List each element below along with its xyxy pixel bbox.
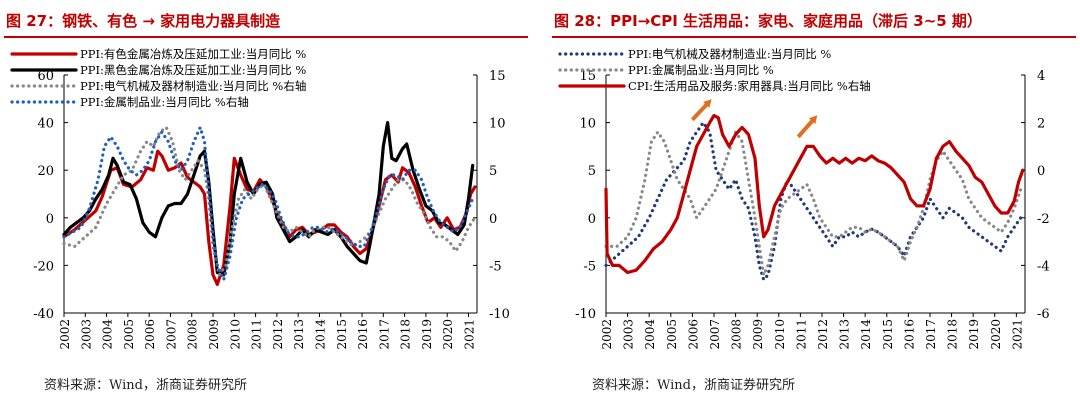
x-tick-label: 2005 [665, 319, 679, 350]
right-tick-label: 0 [489, 212, 497, 227]
x-tick-label: 2004 [101, 319, 115, 350]
annotation-arrow-shaft [796, 118, 815, 139]
chart-right: -10 -5 0 5 10 15 -6 -4 -2 0 2 4 2002 2003 2004 2005 2006… [558, 47, 1050, 350]
arrow-up-right-icon [808, 115, 818, 125]
left-tick-label: 20 [37, 164, 54, 179]
x-tick-label: 2005 [122, 319, 136, 350]
series-line-2 [604, 113, 1025, 275]
source-note: 资料来源：Wind，浙商证券研究所 [44, 378, 247, 393]
x-tick-label: 2016 [356, 319, 370, 350]
x-tick-label: 2009 [207, 319, 221, 350]
x-tick-label: 2014 [859, 319, 873, 350]
left-tick-label: 40 [37, 117, 54, 132]
x-tick-label: 2010 [773, 319, 787, 350]
chart-title: 图 27：钢铁、有色 → 家用电力器具制造 [6, 12, 281, 30]
legend-label-0: PPI:有色金属冶炼及压延加工业:当月同比 % [80, 47, 306, 61]
right-tick-label: -6 [1037, 307, 1050, 322]
right-tick-label: -2 [1037, 212, 1050, 227]
x-tick-label: 2004 [643, 319, 657, 350]
left-tick-label: 15 [579, 69, 596, 84]
x-tick-label: 2006 [686, 319, 700, 350]
x-tick-label: 2006 [143, 319, 157, 350]
legend-label-2: CPI:生活用品及服务:家用器具:当月同比 %右轴 [628, 79, 871, 93]
x-tick-label: 2003 [622, 319, 636, 350]
x-tick-label: 2017 [924, 319, 938, 350]
chart-panel-left: 图 27：钢铁、有色 → 家用电力器具制造 -40 -20 0 20 40 60 -10 -5… [0, 0, 532, 403]
x-tick-label: 2019 [420, 319, 434, 350]
series-line-1 [62, 121, 475, 277]
right-tick-label: -4 [1037, 259, 1050, 274]
left-tick-label: 5 [588, 164, 596, 179]
right-tick-label: 10 [489, 117, 506, 132]
legend-label-2: PPI:电气机械及器材制造业:当月同比 %右轴 [80, 79, 306, 93]
left-tick-label: -10 [575, 307, 596, 322]
x-tick-label: 2011 [250, 319, 264, 350]
left-tick-label: 0 [46, 212, 54, 227]
x-tick-label: 2008 [730, 319, 744, 350]
left-tick-label: 60 [37, 69, 54, 84]
legend-label-1: PPI:金属制品业:当月同比 % [628, 63, 774, 77]
x-tick-label: 2014 [313, 319, 327, 350]
x-tick-label: 2016 [902, 319, 916, 350]
chart-title: 图 28：PPI→CPI 生活用品：家电、家庭用品（滞后 3~5 期） [554, 12, 982, 30]
left-tick-label: 10 [579, 117, 596, 132]
x-tick-label: 2020 [441, 319, 455, 350]
x-tick-label: 2017 [377, 319, 391, 350]
x-tick-label: 2018 [946, 319, 960, 350]
right-tick-label: 0 [1037, 164, 1045, 179]
left-tick-label: 0 [588, 212, 596, 227]
chart-left: -40 -20 0 20 40 60 -10 -5 0 5 10 15 2002 2003 2004 2005… [10, 47, 510, 350]
x-tick-label: 2012 [271, 319, 285, 350]
series-line-3 [62, 125, 475, 282]
legend-label-1: PPI:黑色金属冶炼及压延加工业:当月同比 % [80, 63, 306, 77]
x-tick-label: 2019 [967, 319, 981, 350]
x-tick-label: 2018 [399, 319, 413, 350]
title-rule [4, 36, 528, 38]
left-tick-label: -40 [33, 307, 54, 322]
x-tick-label: 2021 [462, 319, 476, 350]
source-note: 资料来源：Wind，浙商证券研究所 [592, 378, 795, 393]
title-rule [552, 36, 1076, 38]
annotation-arrow-shaft [690, 102, 709, 122]
series-line-2 [62, 125, 477, 277]
right-tick-label: 4 [1037, 69, 1045, 84]
x-tick-label: 2002 [600, 319, 614, 350]
x-tick-label: 2021 [1010, 319, 1024, 350]
x-tick-label: 2013 [838, 319, 852, 350]
x-tick-label: 2015 [335, 319, 349, 350]
right-tick-label: -10 [489, 307, 510, 322]
x-tick-label: 2015 [881, 319, 895, 350]
left-tick-label: -5 [583, 259, 596, 274]
x-tick-label: 2002 [58, 319, 72, 350]
series-line-0 [604, 121, 1023, 282]
x-tick-label: 2003 [79, 319, 93, 350]
left-tick-label: -20 [33, 259, 54, 274]
x-tick-label: 2008 [186, 319, 200, 350]
x-tick-label: 2007 [708, 319, 722, 350]
right-tick-label: 5 [489, 164, 497, 179]
arrow-up-right-icon [703, 99, 712, 108]
x-tick-label: 2007 [164, 319, 178, 350]
right-tick-label: -5 [489, 259, 502, 274]
x-tick-label: 2009 [751, 319, 765, 350]
x-tick-label: 2020 [989, 319, 1003, 350]
x-tick-label: 2013 [292, 319, 306, 350]
legend-label-3: PPI:金属制品业:当月同比 %右轴 [80, 95, 249, 109]
x-tick-label: 2011 [794, 319, 808, 350]
x-tick-label: 2010 [228, 319, 242, 350]
chart-panel-right: 图 28：PPI→CPI 生活用品：家电、家庭用品（滞后 3~5 期） -10-… [548, 0, 1080, 403]
x-tick-label: 2012 [816, 319, 830, 350]
legend-label-0: PPI:电气机械及器材制造业:当月同比 % [628, 47, 831, 61]
right-tick-label: 2 [1037, 117, 1045, 132]
right-tick-label: 15 [489, 69, 506, 84]
